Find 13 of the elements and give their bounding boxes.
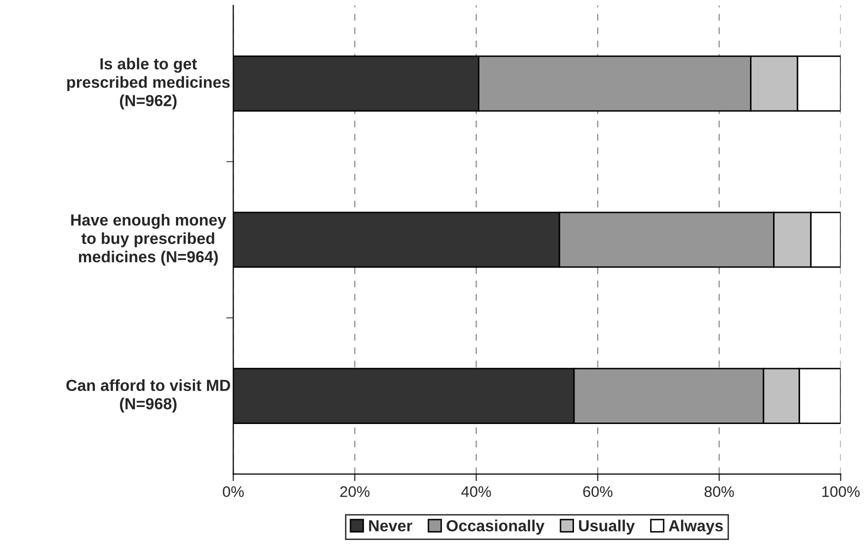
x-tick-label: 20% [340,486,370,498]
y-tick-label: Can afford to visit MD (N=968) [66,379,230,413]
x-tick-label: 80% [704,486,734,498]
y-tick-label: Have enough money to buy prescribed medicines (N=964) [71,214,226,266]
legend-label: Always [668,520,723,535]
legend-label: Usually [579,520,635,535]
y-tick-label: Is able to get prescribed medicines (N=962) [67,58,230,110]
x-tick-label: 0% [222,486,244,498]
x-tick-label: 40% [461,486,491,498]
x-tick-label: 100% [822,486,860,498]
legend-label: Occasionally [446,520,544,535]
x-tick-label: 60% [583,486,612,498]
legend-label: Never [369,520,412,532]
